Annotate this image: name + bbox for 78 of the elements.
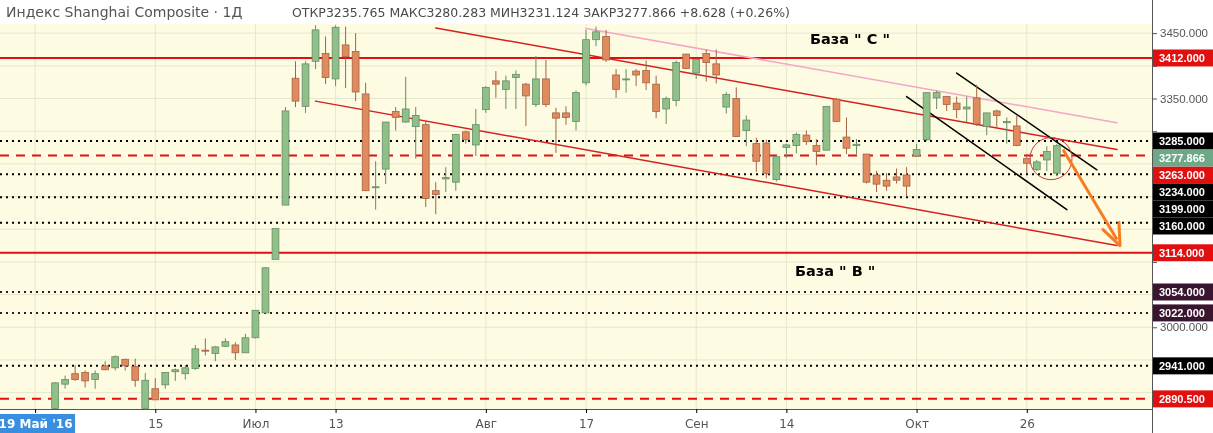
- x-tick-label: Окт: [905, 417, 929, 431]
- ref-line-label: 3054.000: [1159, 286, 1205, 298]
- y-tick-label: 3350.000: [1160, 92, 1208, 105]
- candlestick: [562, 105, 570, 126]
- candlestick: [772, 154, 781, 183]
- candlestick: [702, 48, 711, 83]
- candlestick: [812, 138, 821, 166]
- candlestick: [612, 68, 620, 99]
- candlestick: [482, 85, 490, 114]
- candlestick: [982, 112, 991, 136]
- candlestick: [842, 116, 851, 155]
- candlestick: [1012, 115, 1021, 147]
- candlestick: [932, 90, 941, 110]
- candlestick: [712, 48, 721, 84]
- candlestick: [902, 166, 911, 198]
- x-tick-label: Авг: [475, 417, 498, 431]
- candlestick: [431, 181, 440, 215]
- candlestick: [61, 375, 69, 390]
- candlestick: [291, 60, 300, 108]
- candlestick: [632, 68, 640, 87]
- candlestick: [91, 369, 99, 390]
- candlestick: [752, 137, 761, 173]
- candlestick: [832, 97, 841, 123]
- ref-line-label: 3285.000: [1159, 135, 1205, 147]
- candlestick: [1002, 116, 1011, 145]
- candlestick: [472, 108, 480, 157]
- candlestick: [592, 26, 600, 47]
- candlestick: [602, 29, 610, 63]
- annotation: База " C ": [810, 31, 890, 47]
- x-tick-label: Сен: [684, 417, 709, 431]
- candlestick: [371, 160, 380, 211]
- chart-subtitle: ОТКР3235.765 МАКС3280.283 МИН3231.124 ЗАКР3277.866 +8.628 (+0.26%): [292, 5, 790, 20]
- ref-line-label: 3412.000: [1159, 51, 1205, 64]
- candlestick: [962, 96, 971, 123]
- x-tick-label: 15: [148, 417, 164, 431]
- candlestick: [512, 69, 520, 110]
- candlestick: [1043, 145, 1051, 172]
- candlestick: [722, 91, 731, 115]
- candlestick: [341, 26, 350, 89]
- ref-line-label: 2941.000: [1159, 359, 1205, 372]
- candlestick: [131, 358, 140, 388]
- x-tick-label: 26: [1019, 417, 1035, 431]
- x-tick-label: 19 Май '16: [0, 417, 73, 431]
- candlestick: [401, 76, 410, 124]
- ref-line-label: 3160.000: [1159, 220, 1205, 232]
- candlestick: [502, 75, 510, 110]
- y-tick-label: 3450.000: [1160, 27, 1208, 40]
- x-tick-label: Июл: [242, 417, 270, 431]
- x-tick-label: 17: [578, 417, 595, 431]
- candlestick: [642, 60, 650, 91]
- candlestick: [622, 68, 630, 94]
- candlestick: [552, 107, 560, 154]
- ref-line-label: 3114.000: [1159, 246, 1205, 259]
- candlestick: [742, 115, 751, 147]
- chart-title: Индекс Shanghai Composite · 1Д: [6, 4, 243, 20]
- candlestick: [492, 70, 500, 99]
- candlestick: [1022, 153, 1031, 174]
- ref-line-label: 3263.000: [1159, 169, 1205, 181]
- annotation: База " В ": [795, 263, 876, 279]
- candlestick: [792, 132, 801, 154]
- candlestick: [411, 106, 420, 160]
- x-tick-label: 14: [779, 417, 795, 431]
- candlestick: [71, 364, 79, 382]
- candlestick: [441, 166, 450, 193]
- candlestick: [952, 96, 961, 119]
- candlestick: [241, 333, 250, 354]
- candlestick: [662, 96, 670, 125]
- text: 3277.866: [1159, 152, 1205, 164]
- ref-line-label: 3199.000: [1159, 203, 1205, 215]
- ref-line-label: 2890.500: [1159, 392, 1205, 405]
- x-tick-label: 13: [328, 417, 344, 431]
- candlestick: [391, 106, 400, 132]
- candlestick: [151, 377, 160, 401]
- candlestick: [191, 344, 200, 371]
- ref-line-label: 3234.000: [1159, 186, 1205, 198]
- y-tick-label: 3000.000: [1160, 321, 1208, 334]
- candlestick: [522, 82, 530, 127]
- ref-line-label: 3022.000: [1159, 306, 1205, 319]
